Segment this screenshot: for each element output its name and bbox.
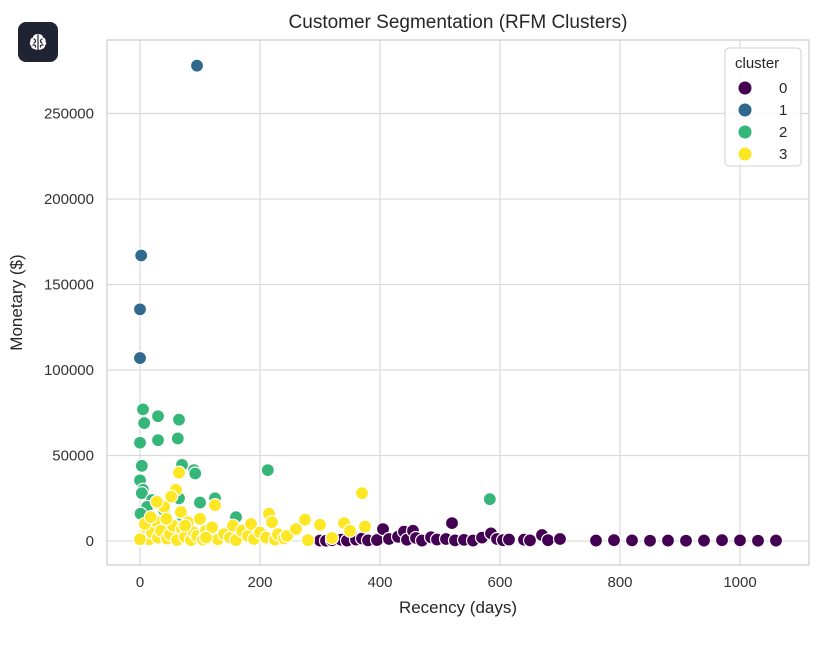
data-point-cluster-0 [714,533,730,548]
data-point-cluster-3 [312,517,328,532]
data-point-cluster-3 [207,498,223,513]
x-tick-label: 0 [136,574,144,591]
legend-items: 0 1 2 3 [738,80,787,163]
data-point-cluster-0 [768,533,784,548]
data-point-cluster-2 [134,486,149,501]
data-point-cluster-2 [482,492,497,507]
data-point-cluster-3 [171,465,187,480]
data-point-cluster-3 [300,533,316,548]
brain-icon [29,34,47,50]
legend-marker-cluster-1 [738,103,752,117]
data-point-cluster-3 [198,530,214,545]
plot-frame [106,39,810,566]
data-point-cluster-3 [159,511,174,526]
data-point-cluster-3 [297,512,313,527]
data-point-cluster-3 [143,510,158,525]
data-point-cluster-0 [540,533,556,548]
legend-label-cluster-3: 3 [779,146,787,163]
data-point-cluster-0 [678,533,694,548]
y-tick-label: 150000 [44,277,94,294]
y-tick-label: 200000 [44,191,94,208]
x-tick-label: 600 [487,574,512,591]
data-point-cluster-3 [173,504,188,520]
y-tick-label: 100000 [44,362,94,379]
data-point-cluster-3 [324,530,340,546]
data-point-cluster-2 [260,462,275,478]
data-point-cluster-0 [501,532,517,547]
data-point-cluster-0 [552,531,568,547]
data-point-cluster-2 [188,466,203,481]
data-point-cluster-2 [132,435,148,450]
data-point-cluster-0 [606,533,622,548]
y-tick-label: 250000 [44,106,94,123]
data-point-cluster-2 [170,431,185,446]
data-points [132,58,784,548]
data-point-cluster-3 [354,486,370,501]
data-point-cluster-3 [149,494,164,509]
data-point-cluster-3 [357,519,373,534]
legend-label-cluster-1: 1 [779,102,787,119]
data-point-cluster-3 [164,489,179,504]
data-point-cluster-0 [522,533,538,548]
data-point-cluster-0 [624,533,640,548]
data-point-cluster-2 [192,495,208,510]
legend-title: cluster [735,55,779,72]
data-point-cluster-3 [177,518,193,533]
data-point-cluster-2 [150,409,166,424]
x-axis-label: Recency (days) [399,598,517,617]
data-point-cluster-1 [132,302,148,317]
data-point-cluster-2 [137,415,152,431]
data-point-cluster-3 [264,515,280,530]
grid-lines [107,40,809,565]
legend-label-cluster-0: 0 [779,80,787,97]
x-tick-label: 200 [247,574,272,591]
x-tick-label: 1000 [723,574,756,591]
y-tick-label: 0 [86,533,94,550]
data-point-cluster-0 [444,516,460,531]
data-point-cluster-3 [288,521,304,537]
app-badge[interactable] [18,22,58,62]
data-point-cluster-1 [189,58,205,73]
data-point-cluster-2 [150,433,166,448]
data-point-cluster-2 [135,402,151,417]
x-tick-label: 800 [607,574,632,591]
y-tick-label: 50000 [52,448,94,465]
x-tick-label: 400 [367,574,392,591]
axis-ticks: 0 200 400 600 800 1000 0 50000 100000 150000 20000… [44,106,757,591]
data-point-cluster-1 [134,248,149,263]
data-point-cluster-0 [696,533,712,548]
data-point-cluster-0 [588,533,604,548]
legend: cluster 0 1 2 3 [724,47,802,167]
data-point-cluster-0 [750,533,766,548]
data-point-cluster-3 [342,523,358,538]
data-point-cluster-3 [243,516,259,532]
data-point-cluster-1 [132,350,148,366]
data-point-cluster-2 [134,458,149,473]
legend-marker-cluster-0 [738,81,752,95]
data-point-cluster-0 [732,533,748,548]
chart-title: Customer Segmentation (RFM Clusters) [289,12,628,33]
data-point-cluster-0 [660,533,676,548]
y-axis-label: Monetary ($) [7,254,26,350]
legend-label-cluster-2: 2 [779,124,787,141]
data-point-cluster-2 [171,412,187,427]
legend-marker-cluster-3 [738,147,752,161]
data-point-cluster-3 [132,532,148,547]
data-point-cluster-0 [642,533,658,548]
legend-marker-cluster-2 [738,125,752,139]
data-point-cluster-3 [192,511,208,526]
